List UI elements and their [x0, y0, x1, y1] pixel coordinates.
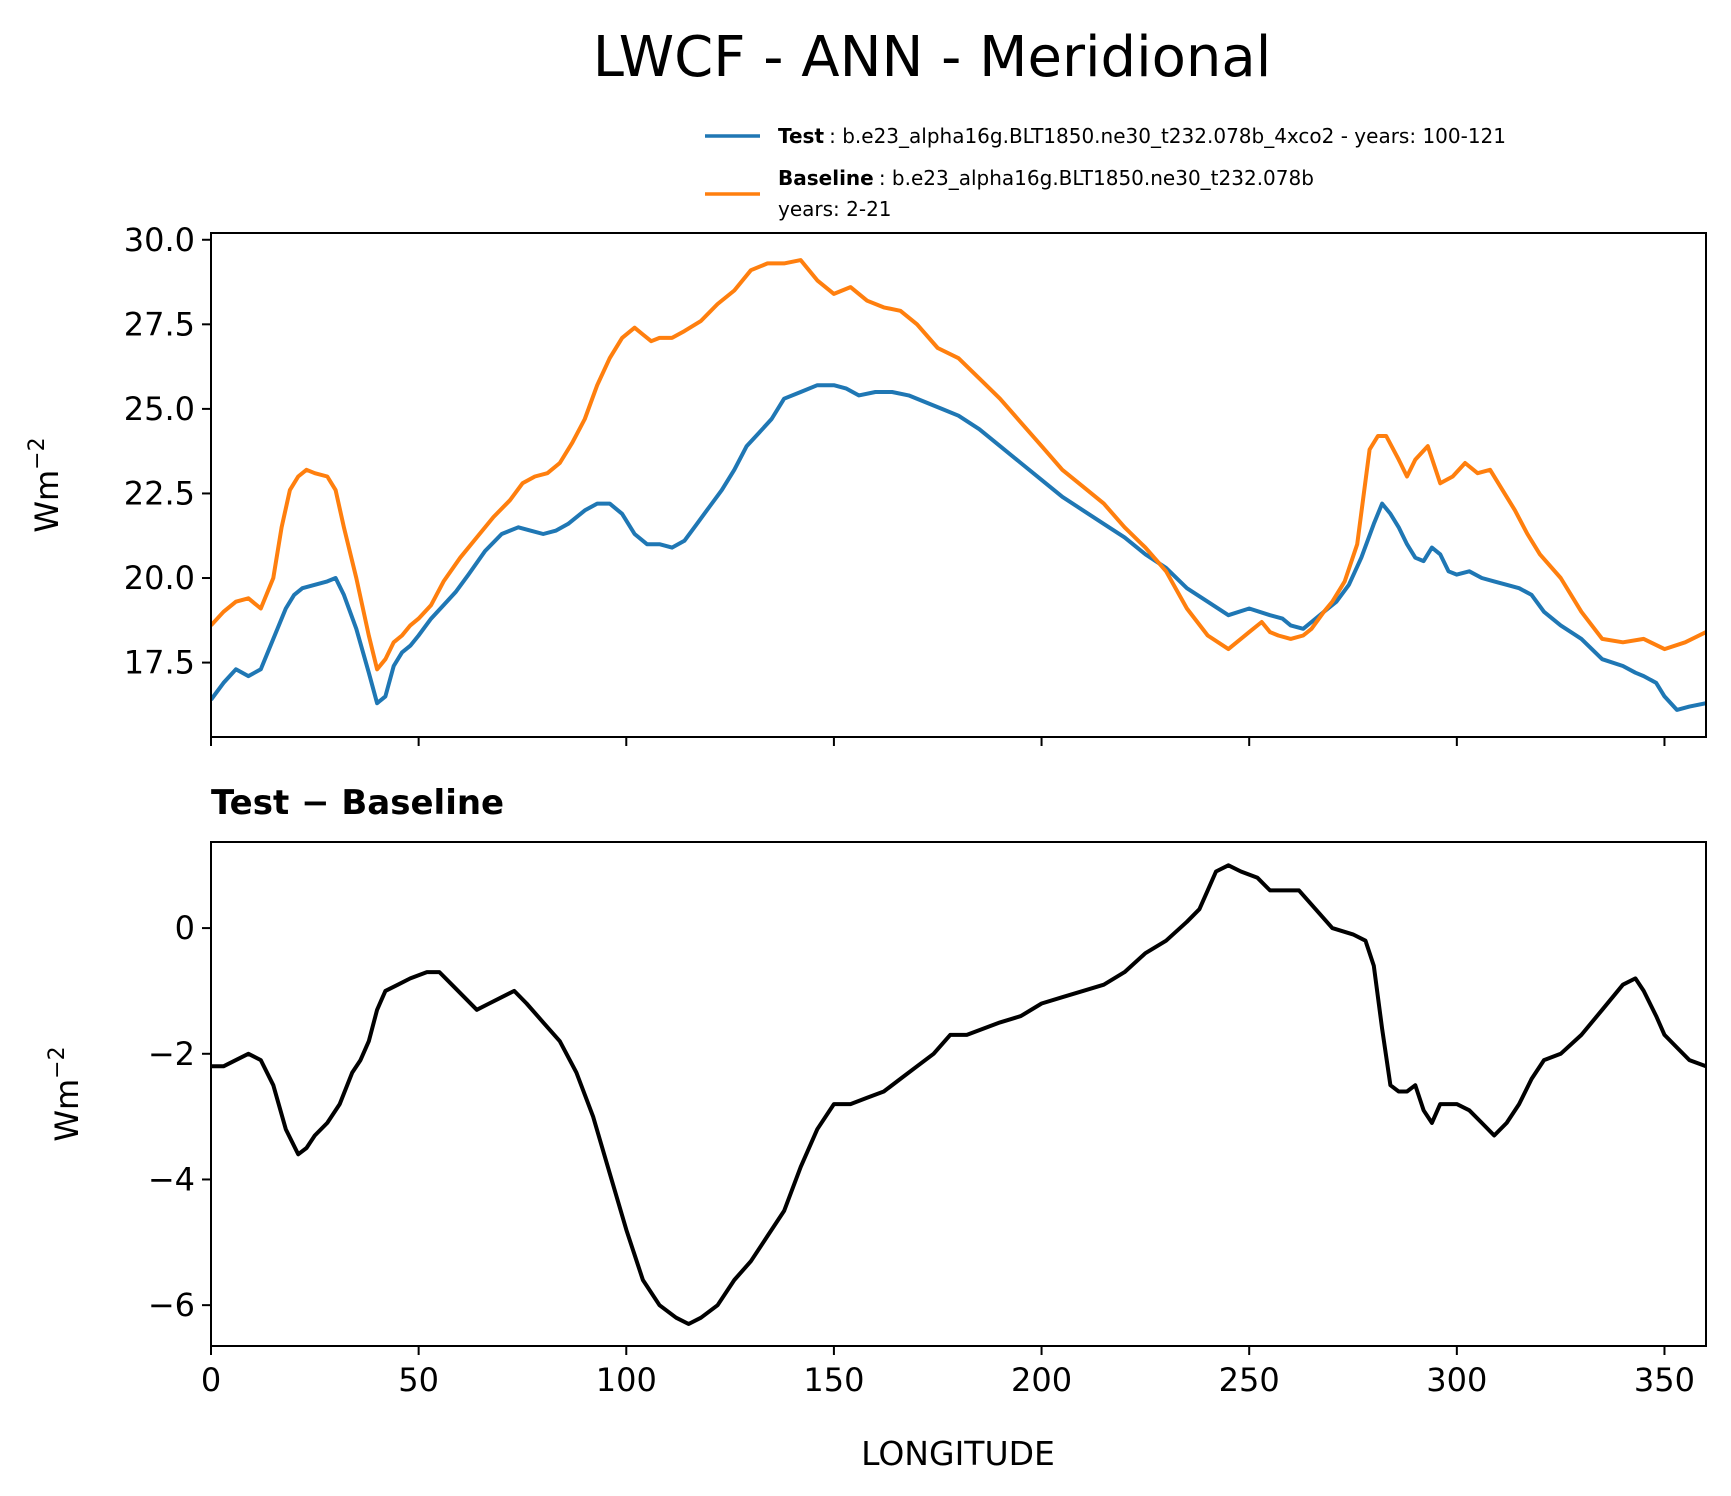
top-y-axis-label-exp: −2 [25, 437, 50, 469]
top-y-tick-label: 25.0 [124, 390, 195, 428]
bottom-axes-frame [210, 841, 1707, 1347]
bottom-y-tick-label: −4 [148, 1160, 195, 1198]
top-test-line [211, 383, 1706, 712]
top-y-tick-label: 30.0 [124, 221, 195, 259]
bottom-y-axis-label: Wm−2 [45, 1046, 86, 1141]
top-ticks: 30.0 27.5 25.0 22.5 20.0 17.5 [124, 221, 1666, 746]
top-y-axis-label: Wm−2 [25, 437, 66, 532]
x-tick-label: 350 [1634, 1361, 1695, 1399]
legend: Test : b.e23_alpha16g.BLT1850.ne30_t232.… [705, 124, 1506, 221]
top-y-axis-label-base: Wm [28, 470, 66, 533]
x-tick-label: 50 [398, 1361, 439, 1399]
bottom-panel-title: Test − Baseline [211, 783, 504, 823]
x-tick-label: 200 [1011, 1361, 1072, 1399]
bottom-series [211, 863, 1706, 1326]
bottom-panel: Test − Baseline 0−2−4−60 50 100 150 200 250 30… [45, 783, 1707, 1473]
chart-title: LWCF - ANN - Meridional [593, 25, 1272, 90]
bottom-y-axis-label-base: Wm [48, 1079, 86, 1142]
top-y-tick-label: 27.5 [124, 305, 195, 343]
bottom-y-tick-label: −2 [148, 1035, 195, 1073]
bottom-test-baseline-line [211, 863, 1706, 1326]
legend-baseline-label: : b.e23_alpha16g.BLT1850.ne30_t232.078b [879, 166, 1314, 190]
legend-baseline-name: Baseline [778, 166, 874, 190]
x-tick-label: 250 [1219, 1361, 1280, 1399]
legend-baseline-years: years: 2-21 [778, 197, 892, 221]
bottom-y-axis-label-exp: −2 [45, 1046, 70, 1078]
bottom-y-tick-label: 0 [175, 909, 195, 947]
x-tick-label: 150 [803, 1361, 864, 1399]
top-series [211, 258, 1706, 712]
bottom-ticks: 0−2−4−60 50 100 150 200 250 300 350 [148, 909, 1695, 1399]
legend-test-label: : b.e23_alpha16g.BLT1850.ne30_t232.078b_… [829, 124, 1506, 148]
x-axis-label: LONGITUDE [861, 1434, 1055, 1473]
top-y-tick-label: 22.5 [124, 474, 195, 512]
x-tick-label: 100 [596, 1361, 657, 1399]
legend-test-name: Test [778, 124, 824, 148]
x-tick-label: 0 [201, 1361, 221, 1399]
top-y-tick-label: 20.0 [124, 559, 195, 597]
top-baseline-line [211, 258, 1706, 672]
bottom-y-tick-label: −6 [148, 1286, 195, 1324]
top-axes-frame [210, 232, 1707, 738]
legend-test-entry: Test : b.e23_alpha16g.BLT1850.ne30_t232.… [778, 124, 1506, 148]
legend-baseline-entry: Baseline : b.e23_alpha16g.BLT1850.ne30_t… [778, 166, 1314, 190]
x-tick-label: 300 [1426, 1361, 1487, 1399]
top-y-tick-label: 17.5 [124, 644, 195, 682]
top-panel: 30.0 27.5 25.0 22.5 20.0 17.5 Wm−2 [25, 221, 1707, 746]
